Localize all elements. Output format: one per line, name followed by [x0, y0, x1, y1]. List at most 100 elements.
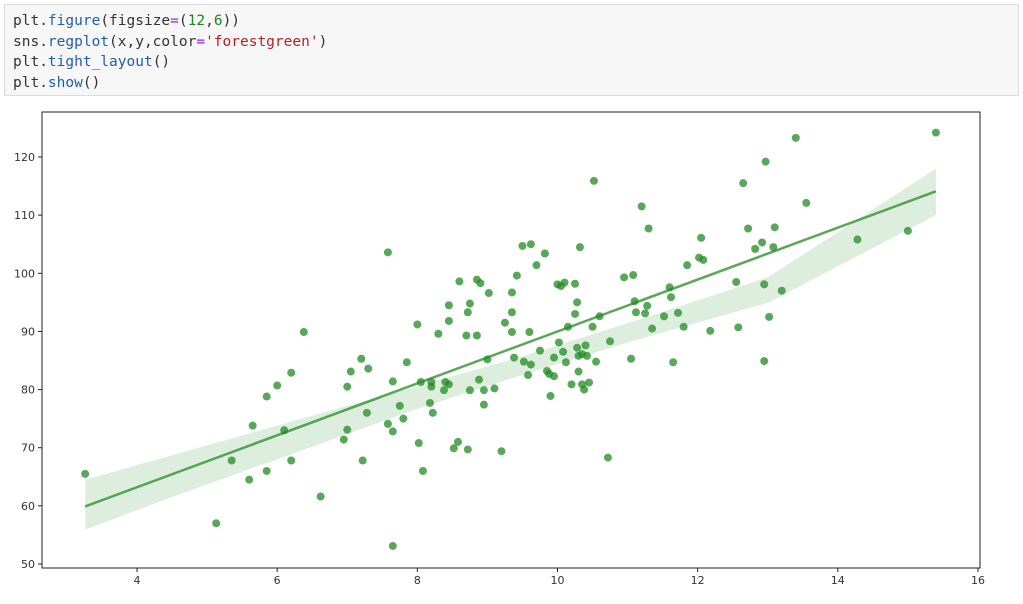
scatter-point: [287, 368, 296, 377]
scatter-point: [573, 298, 582, 307]
scatter-point: [316, 492, 325, 501]
scatter-point: [526, 360, 535, 369]
scatter-point: [346, 367, 355, 376]
scatter-point: [581, 341, 590, 350]
scatter-point: [476, 279, 485, 288]
scatter-point: [546, 391, 555, 400]
scatter-point: [507, 288, 516, 297]
scatter-point: [343, 425, 352, 434]
scatter-point: [475, 375, 484, 384]
plot-frame: [41, 111, 981, 569]
scatter-point: [463, 308, 472, 317]
x-tick-label: 4: [134, 574, 141, 587]
scatter-point: [524, 371, 533, 380]
scatter-point: [585, 378, 594, 387]
scatter-point: [472, 331, 481, 340]
scatter-point: [660, 312, 669, 321]
scatter-point: [571, 309, 580, 318]
y-tick-label: 60: [21, 500, 35, 513]
scatter-point: [444, 301, 453, 310]
x-tick-label: 10: [550, 574, 564, 587]
confidence-band: [85, 168, 936, 530]
scatter-point: [343, 382, 352, 391]
scatter-point: [500, 318, 509, 327]
y-tick-label: 110: [14, 209, 35, 222]
scatter-point: [455, 277, 464, 286]
scatter-point: [245, 475, 254, 484]
scatter-point: [395, 401, 404, 410]
scatter-point: [510, 353, 519, 362]
scatter-point: [388, 541, 397, 550]
scatter-point: [751, 244, 760, 253]
scatter-point: [532, 261, 541, 270]
scatter-point: [444, 316, 453, 325]
scatter-point: [588, 322, 597, 331]
scatter-point: [641, 309, 650, 318]
scatter-point: [418, 466, 427, 475]
scatter-point: [479, 386, 488, 395]
scatter-point: [497, 447, 506, 456]
x-tick-label: 6: [274, 574, 281, 587]
scatter-point: [388, 427, 397, 436]
regression-line: [84, 190, 937, 508]
scatter-point: [428, 408, 437, 417]
scatter-point: [769, 243, 778, 252]
scatter-point: [648, 324, 657, 333]
scatter-point: [507, 308, 516, 317]
scatter-point: [449, 444, 458, 453]
y-tick-label: 70: [21, 442, 35, 455]
scatter-point: [744, 224, 753, 233]
scatter-point: [589, 176, 598, 185]
scatter-point: [339, 435, 348, 444]
scatter-point: [853, 235, 862, 244]
scatter-point: [903, 226, 912, 235]
scatter-point: [507, 328, 516, 337]
y-tick-label: 50: [21, 558, 35, 571]
scatter-point: [535, 346, 544, 355]
scatter-point: [603, 453, 612, 462]
y-tick-label: 80: [21, 384, 35, 397]
scatter-point: [631, 308, 640, 317]
scatter-point: [512, 271, 521, 280]
x-tick-label: 16: [971, 574, 985, 587]
code-line: sns.regplot(x,y,color='forestgreen'): [13, 33, 328, 50]
scatter-point: [399, 414, 408, 423]
scatter-point: [262, 392, 271, 401]
scatter-point: [525, 328, 534, 337]
scatter-point: [262, 466, 271, 475]
scatter-point: [575, 243, 584, 252]
scatter-point: [683, 261, 692, 270]
scatter-point: [573, 343, 582, 352]
scatter-point: [580, 385, 589, 394]
scatter-point: [465, 386, 474, 395]
scatter-point: [574, 367, 583, 376]
scatter-point: [802, 198, 811, 207]
scatter-point: [444, 380, 453, 389]
scatter-point: [518, 241, 527, 250]
scatter-point: [667, 293, 676, 302]
scatter-point: [559, 347, 568, 356]
scatter-point: [484, 289, 493, 298]
scatter-point: [388, 377, 397, 386]
code-line: plt.show(): [13, 74, 101, 91]
scatter-point: [462, 331, 471, 340]
y-tick-label: 120: [14, 151, 35, 164]
scatter-point: [540, 249, 549, 258]
scatter-point: [606, 337, 615, 346]
scatter-point: [770, 223, 779, 232]
scatter-point: [706, 326, 715, 335]
scatter-point: [627, 354, 636, 363]
chart: 4 6 8 10 12 14 16 50 60 70 80 90 100 110 120: [14, 111, 985, 587]
scatter-point: [519, 357, 528, 366]
scatter-point: [358, 456, 367, 465]
scatter-point: [567, 380, 576, 389]
scatter-point: [383, 419, 392, 428]
scatter-point: [364, 364, 373, 373]
scatter-point: [669, 358, 678, 367]
scatter-point: [765, 312, 774, 321]
scatter-point: [697, 233, 706, 242]
scatter-point: [643, 301, 652, 310]
scatter-point: [560, 278, 569, 287]
code-cell[interactable]: plt.figure(figsize=(12,6)) sns.regplot(x…: [4, 4, 1019, 96]
